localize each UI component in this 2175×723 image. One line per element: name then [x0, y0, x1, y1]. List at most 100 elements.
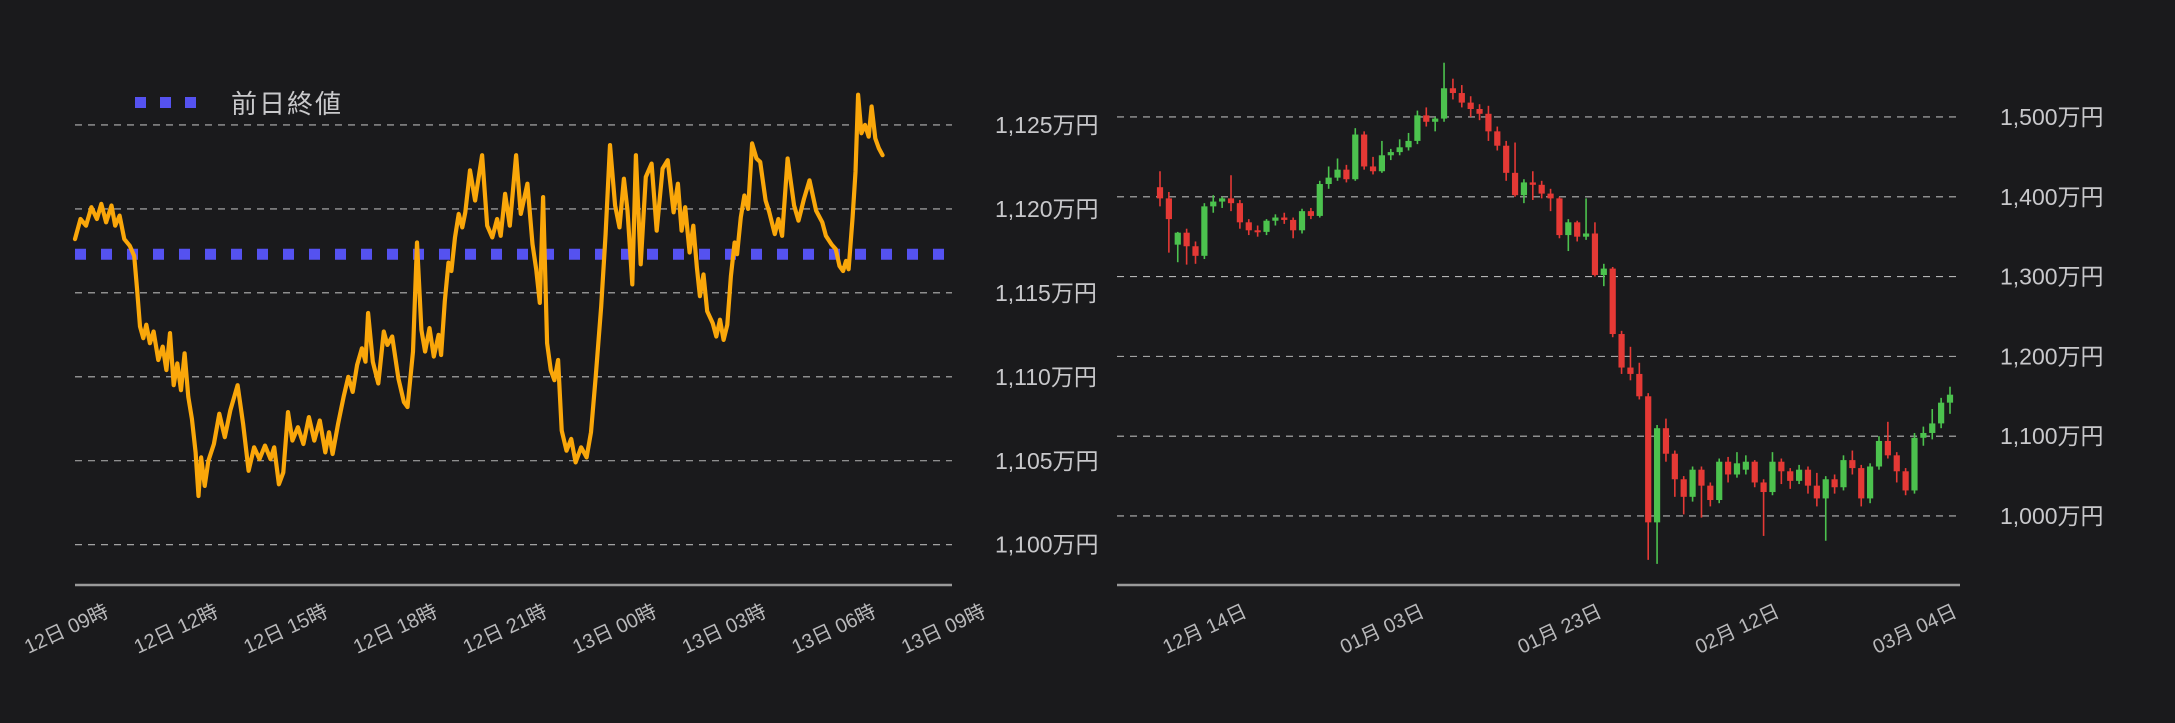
y-axis-tick-label: 1,125万円 — [995, 112, 1099, 138]
candle-body — [1627, 367, 1634, 374]
candle-body — [1378, 155, 1386, 172]
y-axis-tick-label: 1,000万円 — [2000, 503, 2104, 529]
x-axis-tick-label: 12日 15時 — [240, 600, 331, 659]
candle-body — [1938, 402, 1945, 424]
candle-body — [1609, 268, 1616, 335]
candle-body — [1698, 469, 1705, 486]
y-axis-tick-label: 1,100万円 — [995, 532, 1099, 558]
candle-body — [1707, 485, 1714, 501]
candle-body — [1902, 471, 1909, 491]
candle-body — [1396, 147, 1403, 153]
candle-body — [1201, 206, 1208, 256]
x-axis-tick-label: 12日 12時 — [130, 600, 221, 659]
candle-body — [1245, 222, 1252, 231]
candle-body — [1547, 193, 1554, 199]
candle-body — [1920, 432, 1927, 438]
candle-body — [1449, 88, 1457, 94]
candle-body — [1813, 485, 1820, 499]
x-axis-tick-label: 12日 18時 — [350, 600, 441, 659]
candle-body — [1511, 172, 1519, 196]
candle-body — [1787, 471, 1794, 481]
candle-body — [1875, 440, 1883, 467]
candle-body — [1298, 211, 1306, 231]
intraday-line-chart-plot[interactable]: 1,125万円 1,120万円 1,115万円 1,110万円 1,105万円 1,100… — [0, 0, 1105, 723]
daily-candlestick-chart: 1,500万円 1,400万円 1,300万円 1,200万円 1,100万円 1,000… — [1105, 0, 2175, 723]
candle-body — [1929, 423, 1936, 433]
x-axis-tick-label: 12日 09時 — [21, 600, 112, 659]
x-axis-tick-label: 13日 06時 — [788, 600, 879, 659]
y-axis-tick-label: 1,115万円 — [995, 280, 1097, 306]
candle-body — [1831, 479, 1838, 488]
candle-body — [1361, 134, 1368, 167]
candle-body — [1680, 479, 1687, 497]
candle-body — [1884, 440, 1891, 456]
candle-body — [1689, 469, 1696, 497]
x-axis-tick-label: 02月 12日 — [1692, 601, 1783, 659]
candle-body — [1946, 394, 1954, 403]
candle-body — [1760, 482, 1767, 493]
candle-body — [1582, 233, 1590, 237]
candle-body — [1911, 437, 1918, 491]
candle-body — [1236, 203, 1243, 223]
candle-body — [1538, 184, 1545, 194]
candle-body — [1751, 461, 1758, 483]
candle-body — [1653, 428, 1661, 523]
candle-body — [1414, 115, 1421, 141]
y-axis-tick-label: 1,105万円 — [995, 448, 1099, 474]
candle-body — [1325, 177, 1332, 185]
candle-body — [1343, 169, 1350, 180]
candle-body — [1387, 152, 1394, 156]
candle-body — [1724, 461, 1732, 475]
candle-body — [1520, 182, 1528, 196]
x-axis-tick-label: 12日 21時 — [459, 600, 550, 659]
candle-body — [1165, 198, 1172, 220]
candle-body — [1281, 217, 1288, 220]
candle-body — [1565, 222, 1572, 236]
candle-body — [1893, 455, 1900, 472]
x-axis-tick-label: 13日 00時 — [569, 600, 660, 659]
candle-body — [1192, 246, 1199, 256]
y-axis-tick-label: 1,400万円 — [2000, 184, 2104, 210]
x-axis-tick-label: 01月 23日 — [1515, 601, 1606, 659]
candle-body — [1796, 469, 1803, 481]
x-axis-tick-label: 13日 09時 — [898, 600, 989, 659]
candle-body — [1352, 134, 1359, 180]
y-axis-tick-label: 1,120万円 — [995, 196, 1099, 222]
candle-body — [1219, 198, 1226, 202]
candle-body — [1556, 198, 1563, 236]
candle-body — [1778, 461, 1785, 472]
candle-body — [1263, 220, 1270, 232]
y-axis-tick-label: 1,500万円 — [2000, 104, 2104, 130]
candle-body — [1840, 460, 1847, 488]
candle-body — [1636, 373, 1643, 397]
candle-body — [1183, 232, 1190, 247]
candle-body — [1494, 131, 1501, 146]
candle-body — [1858, 468, 1865, 499]
candle-body — [1254, 230, 1261, 233]
candle-body — [1334, 169, 1341, 178]
candle-body — [1210, 201, 1217, 207]
candle-body — [1405, 140, 1412, 148]
candle-body — [1440, 88, 1448, 119]
candle-body — [1849, 460, 1856, 469]
x-axis-tick-label: 12月 14日 — [1159, 601, 1250, 659]
y-axis-tick-label: 1,110万円 — [995, 364, 1097, 390]
legend[interactable]: 前日終値 — [135, 84, 343, 121]
candle-body — [1822, 479, 1829, 499]
candle-body — [1467, 102, 1474, 110]
candle-body — [1600, 268, 1607, 275]
y-axis-tick-label: 1,100万円 — [2000, 423, 2104, 449]
candle-body — [1369, 166, 1377, 172]
daily-candlestick-chart-plot[interactable]: 1,500万円 1,400万円 1,300万円 1,200万円 1,100万円 1,000… — [1105, 0, 2175, 723]
candle-body — [1574, 222, 1581, 237]
intraday-line-chart: 1,125万円 1,120万円 1,115万円 1,110万円 1,105万円 1,100… — [0, 0, 1105, 723]
candle-body — [1733, 463, 1741, 475]
candle-body — [1485, 113, 1492, 132]
candle-body — [1591, 233, 1599, 275]
price-line — [72, 92, 885, 499]
candle-body — [1671, 453, 1678, 480]
y-axis-tick-label: 1,200万円 — [2000, 343, 2104, 369]
candle-body — [1769, 461, 1776, 493]
candle-body — [1316, 184, 1323, 216]
